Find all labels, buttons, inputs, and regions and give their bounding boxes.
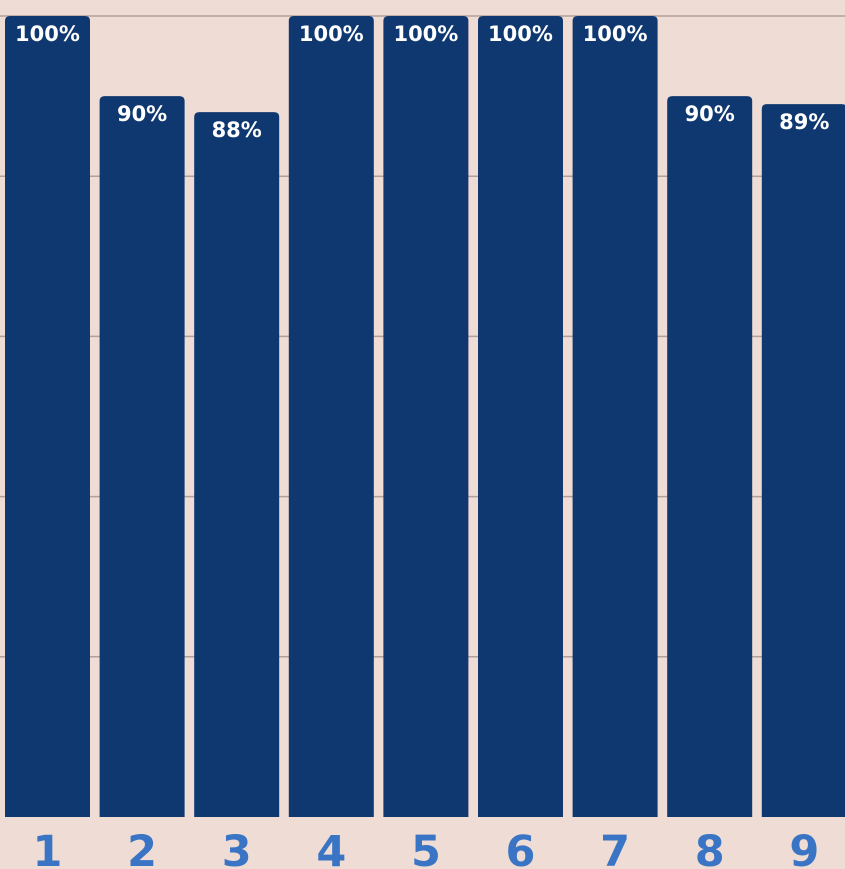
bar-value-label: 89% [779, 110, 829, 134]
bar-value-label: 100% [15, 22, 80, 46]
bar-1 [5, 16, 90, 817]
bar-5 [383, 16, 469, 817]
bars [5, 16, 845, 818]
bar-value-label: 100% [393, 22, 458, 46]
bar-9 [761, 104, 845, 817]
bar-8 [667, 96, 753, 818]
x-tick-label: 7 [600, 827, 630, 869]
bar-2 [99, 96, 185, 818]
bar-7 [572, 16, 658, 817]
x-tick-label: 5 [411, 827, 441, 869]
bar-value-label: 100% [583, 22, 648, 46]
bar-value-label: 100% [488, 22, 553, 46]
x-tick-label: 3 [222, 827, 252, 869]
x-tick-label: 8 [695, 827, 725, 869]
bar-value-label: 88% [212, 118, 262, 142]
bar-4 [288, 16, 374, 817]
bar-value-label: 90% [685, 102, 735, 126]
x-tick-label: 1 [33, 827, 63, 869]
x-tick-label: 6 [506, 827, 536, 869]
x-tick-labels: 1 2 3 4 5 6 7 8 9 [33, 827, 820, 869]
x-tick-label: 2 [127, 827, 157, 869]
bar-value-label: 100% [299, 22, 364, 46]
bar-value-label: 90% [117, 102, 167, 126]
x-tick-label: 4 [316, 827, 346, 869]
x-tick-label: 9 [789, 827, 819, 869]
bar-value-labels: 100% 90% 88% 100% 100% 100% 100% 90% 89% [15, 22, 829, 142]
bar-3 [194, 112, 280, 818]
bar-6 [478, 16, 563, 817]
